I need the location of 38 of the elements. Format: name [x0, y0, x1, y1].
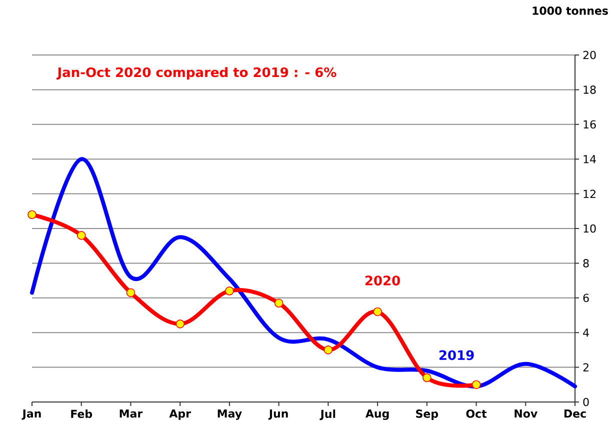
y-tick-label: 12 [584, 190, 596, 198]
y-tick-label: 16 [584, 120, 596, 129]
y-tick-label: 4 [583, 328, 589, 337]
point [76, 231, 86, 240]
point [176, 320, 184, 328]
y-tick-label: 0 [583, 398, 589, 406]
y-tick-label: 18 [584, 86, 596, 94]
x-tick-label: Oct [466, 410, 487, 418]
point [373, 307, 382, 316]
x-tick-label: May [218, 410, 242, 420]
point [28, 210, 36, 220]
x-tick-label: Jun [268, 410, 288, 420]
y-tick-label: 10 [584, 224, 596, 233]
line-series [30, 157, 578, 388]
x-tick-label: Jan [22, 410, 41, 420]
point [225, 286, 234, 296]
x-tick-label: Aug [365, 410, 389, 420]
series-label: 2019 [439, 350, 474, 360]
x-tick-label: Mar [120, 410, 143, 418]
series-label: 2020 [365, 276, 400, 286]
y-tick-label: 14 [584, 155, 596, 164]
y-tick-label: 20 [583, 50, 596, 60]
y-axis-title: 1000 tonnes [532, 6, 608, 15]
annotation: Jan-Oct 2020 compared to 2019 : - 6% [56, 67, 336, 80]
point [274, 298, 284, 308]
point [422, 373, 432, 382]
point [126, 288, 136, 298]
point [324, 346, 333, 354]
x-tick-label: Nov [514, 410, 538, 418]
x-tick-label: Feb [71, 410, 92, 418]
x-tick-label: Sep [416, 410, 438, 420]
y-tick-label: 6 [583, 294, 589, 302]
y-tick-label: 2 [583, 363, 588, 372]
point [472, 380, 481, 390]
x-tick-label: Apr [169, 410, 191, 420]
x-tick-label: Jul [320, 410, 336, 420]
y-tick-label: 8 [583, 259, 589, 268]
x-tick-label: Dec [564, 410, 586, 418]
